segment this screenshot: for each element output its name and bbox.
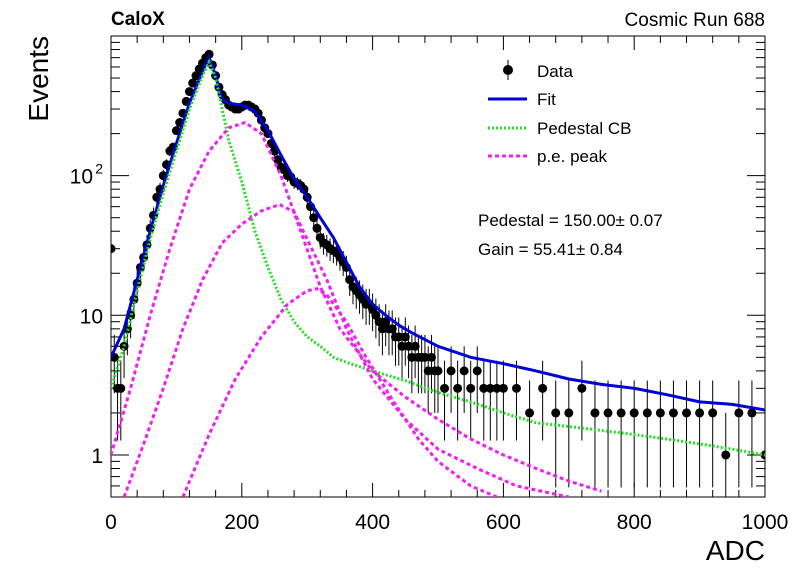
data-point — [309, 213, 319, 223]
data-point — [111, 244, 116, 254]
data-point — [345, 275, 355, 285]
x-tick-label: 200 — [224, 511, 259, 534]
legend-marker-data — [503, 60, 513, 80]
pe-peak-curve-1 — [111, 120, 602, 493]
y-tick-exponent: 2 — [95, 161, 103, 177]
data-point — [538, 383, 548, 393]
data-point — [603, 408, 613, 418]
y-tick-label: 10 — [80, 305, 103, 328]
data-point — [485, 383, 495, 393]
data-point — [682, 408, 692, 418]
x-axis-label: ADC — [706, 535, 765, 566]
data-point — [394, 332, 404, 342]
legend: Data Fit Pedestal CB p.e. peak — [488, 60, 632, 166]
data-point — [273, 155, 283, 165]
data-point — [472, 366, 482, 376]
stats-pedestal: Pedestal = 150.00± 0.07 — [478, 211, 663, 230]
data-point — [440, 383, 450, 393]
plot-frame — [110, 35, 766, 498]
data-point — [498, 383, 508, 393]
x-tick-label: 0 — [105, 511, 117, 534]
data-point — [695, 408, 705, 418]
data-point — [655, 408, 665, 418]
data-point — [381, 317, 391, 327]
data-point — [312, 223, 322, 233]
data-point — [446, 366, 456, 376]
data-point — [721, 450, 731, 460]
data-point — [466, 383, 476, 393]
data-point — [708, 408, 718, 418]
data-point — [616, 408, 626, 418]
header-left-label: CaloX — [111, 9, 165, 30]
data-point — [590, 408, 600, 418]
fit-curve — [111, 53, 765, 412]
data-point — [668, 408, 678, 418]
data-point — [410, 341, 420, 351]
header-right-label: Cosmic Run 688 — [625, 10, 765, 31]
data-point — [404, 341, 414, 351]
data-point — [426, 352, 436, 362]
x-tick-label: 1000 — [742, 511, 789, 534]
data-point — [397, 341, 407, 351]
data-point — [423, 366, 433, 376]
data-point — [629, 408, 639, 418]
data-point — [492, 383, 502, 393]
legend-label-data: Data — [537, 62, 573, 81]
data-point — [577, 383, 587, 393]
data-point — [374, 317, 384, 327]
data-point — [564, 408, 574, 418]
legend-label-pedestal-cb: Pedestal CB — [537, 119, 632, 138]
data-point — [453, 383, 463, 393]
pe-peak-curve-3 — [181, 287, 498, 497]
data-point — [433, 366, 443, 376]
data-point — [407, 352, 417, 362]
x-tick-label: 400 — [355, 511, 390, 534]
x-tick-label: 800 — [617, 511, 652, 534]
data-point — [459, 366, 469, 376]
pe-peak-curve-2 — [122, 202, 570, 497]
data-point — [400, 332, 410, 342]
data-point — [747, 408, 757, 418]
data-point — [551, 408, 561, 418]
pedestal-cb-curve — [111, 58, 765, 457]
y-tick-label: 10 — [70, 166, 93, 189]
plot-area — [111, 49, 765, 497]
data-point — [387, 324, 397, 334]
data-point — [116, 383, 126, 393]
x-tick-label: 600 — [486, 511, 521, 534]
data-point — [525, 408, 535, 418]
data-point — [479, 383, 489, 393]
data-point — [734, 408, 744, 418]
y-tick-label: 1 — [91, 445, 103, 468]
data-point — [642, 408, 652, 418]
stats-gain: Gain = 55.41± 0.84 — [478, 240, 623, 259]
data-point — [760, 450, 765, 460]
legend-label-pe-peak: p.e. peak — [537, 147, 607, 166]
data-point — [377, 324, 387, 334]
y-axis-label: Events — [23, 36, 54, 122]
legend-label-fit: Fit — [537, 90, 556, 109]
data-point — [188, 78, 198, 88]
data-point — [420, 352, 430, 362]
data-point — [511, 383, 521, 393]
